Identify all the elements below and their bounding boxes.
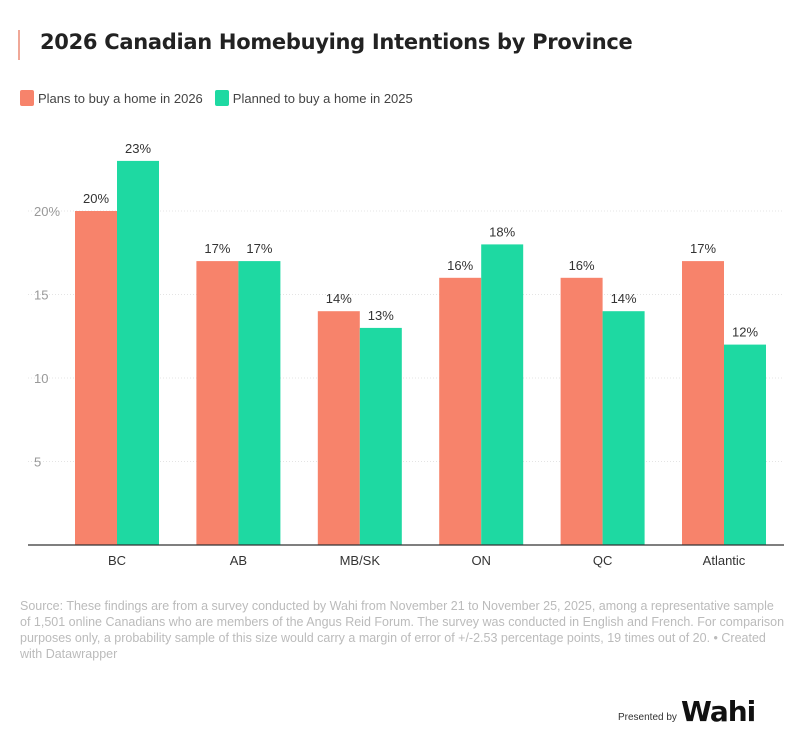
bar-qc-2026 [560, 277, 603, 545]
bar-mb-sk-2026 [317, 311, 360, 545]
bar-atlantic-2025 [724, 344, 766, 545]
legend-label-2025: Planned to buy a home in 2025 [232, 90, 413, 106]
data-label: 14% [326, 291, 352, 306]
legend-swatch-2025 [214, 90, 229, 106]
data-label: 16% [569, 258, 595, 273]
legend: Plans to buy a home in 2026 Planned to b… [20, 90, 413, 106]
legend-label-2026: Plans to buy a home in 2026 [38, 90, 203, 106]
x-tick-label: AB [230, 553, 247, 568]
x-tick-label: ON [471, 553, 491, 568]
chart-title: 2026 Canadian Homebuying Intentions by P… [40, 30, 633, 54]
data-label: 17% [204, 241, 230, 256]
legend-swatch-2026 [20, 90, 34, 106]
bar-mb-sk-2025 [359, 327, 402, 545]
source-note: Source: These findings are from a survey… [20, 599, 785, 661]
data-label: 20% [83, 191, 109, 206]
y-tick-label: 20% [34, 204, 60, 219]
data-label: 14% [611, 291, 637, 306]
data-label: 18% [489, 224, 515, 239]
bar-ab-2025 [238, 261, 281, 545]
x-tick-label: QC [593, 553, 613, 568]
presented-by: Presented by [618, 712, 677, 723]
data-label: 16% [447, 258, 473, 273]
bar-bc-2026 [75, 211, 117, 545]
bar-chart: 5 10 15 20% 20% 23% BC 17% 17% AB 14% 13% MB/SK 16% 18… [28, 141, 784, 568]
wahi-logo: Wahi [680, 695, 756, 728]
bar-bc-2025 [117, 160, 159, 545]
title-accent [18, 30, 20, 60]
legend-item-2026: Plans to buy a home in 2026 [20, 90, 203, 106]
bar-ab-2026 [196, 261, 239, 545]
data-label: 13% [368, 308, 394, 323]
y-tick-label: 10 [34, 371, 48, 386]
x-tick-label: Atlantic [703, 553, 746, 568]
legend-item-2025: Planned to buy a home in 2025 [214, 90, 413, 106]
data-label: 12% [732, 325, 758, 340]
data-label: 23% [125, 141, 151, 156]
data-label: 17% [246, 241, 272, 256]
data-label: 17% [690, 241, 716, 256]
x-tick-label: MB/SK [340, 553, 381, 568]
y-tick-label: 15 [34, 288, 48, 303]
bar-on-2026 [439, 277, 482, 545]
x-tick-label: BC [108, 553, 126, 568]
brand: Presented by Wahi [618, 695, 756, 728]
bar-atlantic-2026 [682, 261, 724, 545]
bar-on-2025 [481, 244, 524, 545]
bar-qc-2025 [602, 311, 645, 545]
y-tick-label: 5 [34, 455, 41, 470]
